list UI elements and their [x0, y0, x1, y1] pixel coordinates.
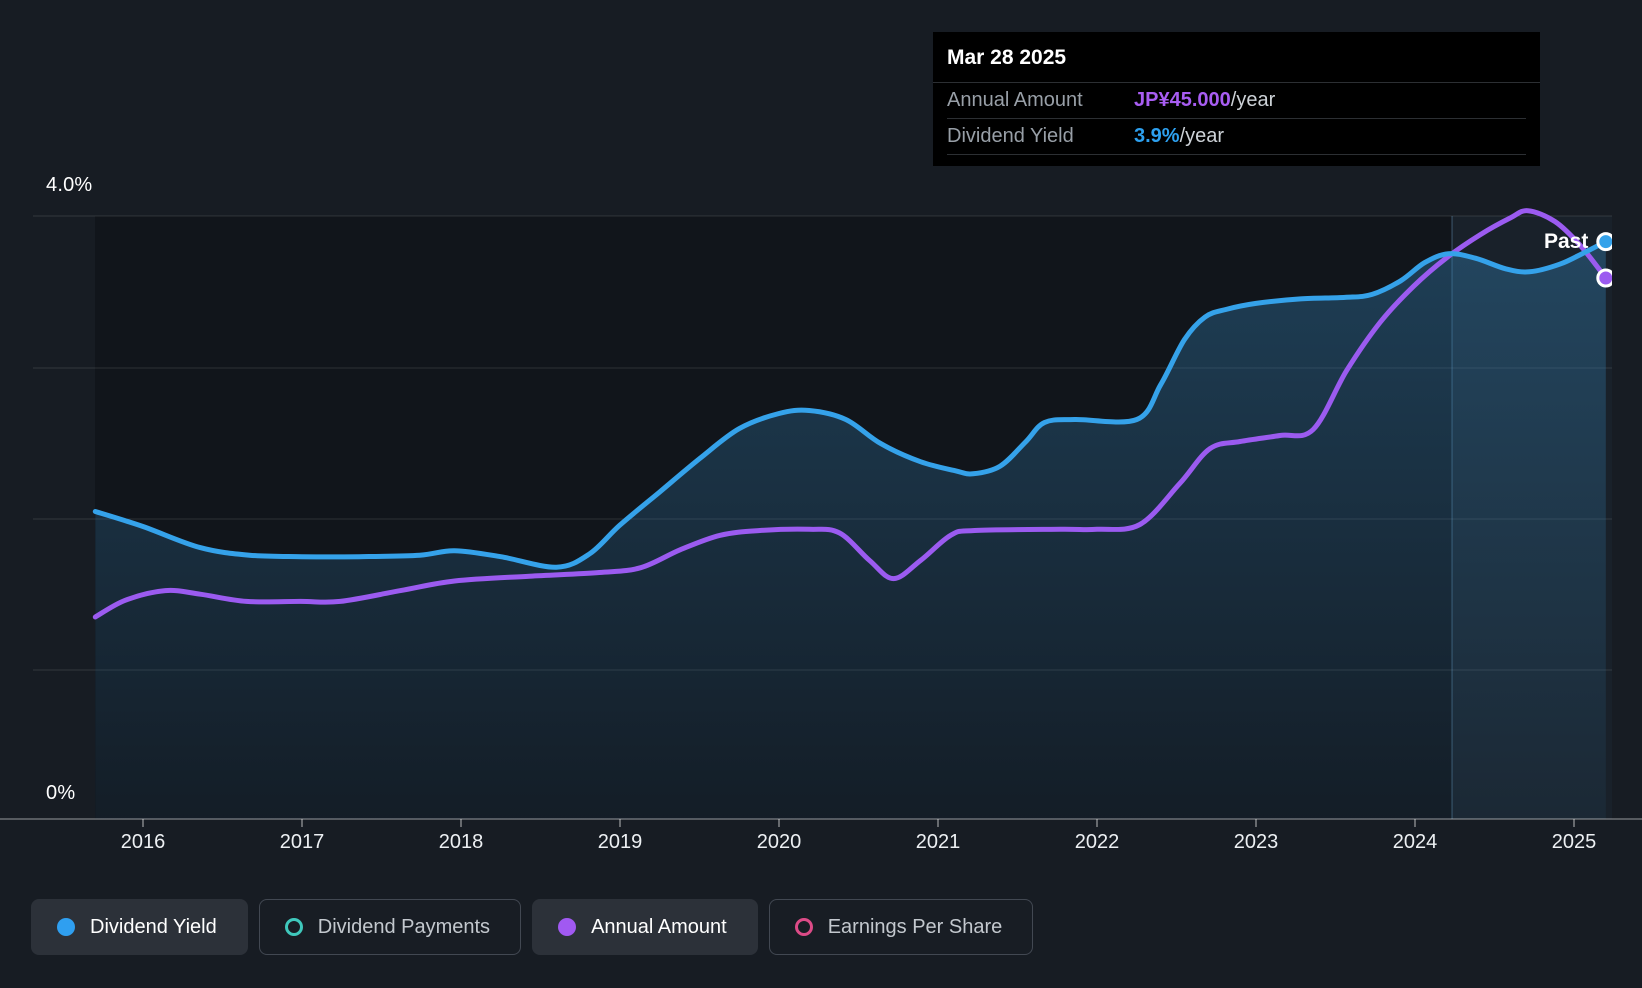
x-axis-label: 2017 — [257, 831, 347, 854]
dividend-payments-ring-icon — [285, 918, 303, 936]
legend-dividend-payments-button[interactable]: Dividend Payments — [259, 899, 521, 955]
chart-legend: Dividend Yield Dividend Payments Annual … — [31, 899, 1033, 955]
x-axis-label: 2020 — [734, 831, 824, 854]
tooltip-dividend-yield-label: Dividend Yield — [947, 125, 1074, 147]
legend-annual-amount-label: Annual Amount — [591, 916, 727, 939]
dividend-yield-dot-icon — [57, 918, 75, 936]
legend-dividend-payments-label: Dividend Payments — [318, 916, 490, 939]
tooltip-annual-amount-value: JP¥45.000 — [1134, 89, 1231, 111]
x-axis-label: 2022 — [1052, 831, 1142, 854]
tooltip-annual-amount-suffix: /year — [1231, 89, 1275, 111]
legend-earnings-per-share-label: Earnings Per Share — [828, 916, 1003, 939]
past-section-label: Past — [1544, 230, 1588, 254]
x-axis-label: 2019 — [575, 831, 665, 854]
legend-annual-amount-button[interactable]: Annual Amount — [532, 899, 758, 955]
tooltip-annual-amount-label: Annual Amount — [947, 89, 1083, 111]
x-axis-label: 2016 — [98, 831, 188, 854]
x-axis-label: 2018 — [416, 831, 506, 854]
tooltip-row-dividend-yield: Dividend Yield 3.9%/year — [947, 119, 1526, 155]
x-axis-ticks — [143, 819, 1574, 827]
x-axis-label: 2025 — [1529, 831, 1619, 854]
chart-tooltip: Mar 28 2025 Annual Amount JP¥45.000/year… — [933, 32, 1540, 166]
x-axis-label: 2021 — [893, 831, 983, 854]
annual-amount-end-marker[interactable] — [1598, 270, 1614, 286]
tooltip-dividend-yield-value: 3.9% — [1134, 125, 1180, 147]
legend-dividend-yield-button[interactable]: Dividend Yield — [31, 899, 248, 955]
tooltip-date: Mar 28 2025 — [933, 32, 1540, 83]
earnings-per-share-ring-icon — [795, 918, 813, 936]
legend-dividend-yield-label: Dividend Yield — [90, 916, 217, 939]
x-axis-label: 2024 — [1370, 831, 1460, 854]
x-axis-label: 2023 — [1211, 831, 1301, 854]
dividend-yield-end-marker[interactable] — [1598, 234, 1614, 250]
tooltip-dividend-yield-suffix: /year — [1180, 125, 1224, 147]
dividend-chart-page: 4.0% 0% 2016 2017 2018 2019 2020 2021 2022 2023… — [0, 0, 1642, 988]
y-axis-min-label: 0% — [46, 782, 75, 805]
tooltip-row-annual-amount: Annual Amount JP¥45.000/year — [947, 83, 1526, 119]
y-axis-max-label: 4.0% — [46, 174, 92, 197]
annual-amount-dot-icon — [558, 918, 576, 936]
legend-earnings-per-share-button[interactable]: Earnings Per Share — [769, 899, 1034, 955]
